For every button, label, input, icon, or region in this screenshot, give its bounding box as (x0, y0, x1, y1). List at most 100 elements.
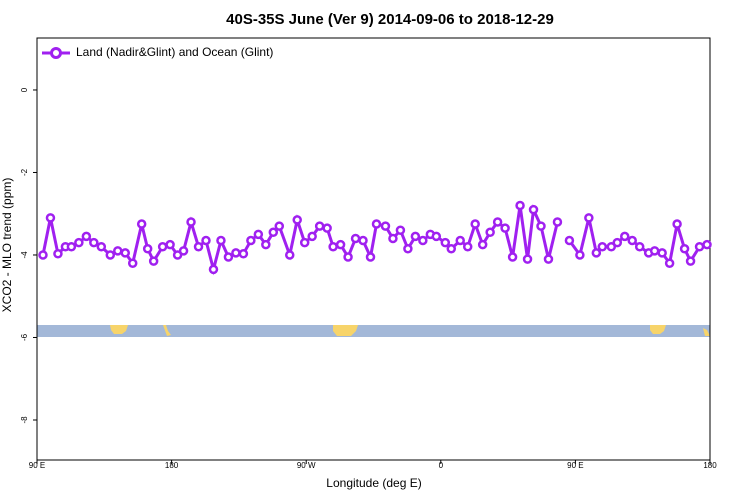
data-point (664, 258, 675, 268)
data-point (575, 250, 585, 260)
data-point (208, 264, 219, 275)
data-point (268, 227, 279, 238)
data-point (446, 244, 457, 254)
data-point (403, 244, 413, 254)
data-point (462, 241, 473, 252)
data-point (702, 239, 712, 250)
data-point (284, 250, 295, 260)
legend: Land (Nadir&Glint) and Ocean (Glint) (42, 45, 273, 59)
data-point (328, 241, 338, 252)
data-point (223, 252, 234, 262)
y-tick-label: -8 (20, 416, 29, 424)
data-point (358, 235, 368, 246)
x-axis-label: Longitude (deg E) (326, 476, 421, 490)
data-point (492, 217, 503, 227)
plot-frame (36, 37, 711, 461)
data-point (455, 235, 465, 246)
data-point (528, 204, 539, 215)
data-point (343, 252, 353, 262)
data-point (522, 254, 533, 264)
x-tick-label: 180 (165, 461, 179, 470)
data-point (274, 221, 285, 231)
data-point (74, 237, 84, 248)
data-point (231, 248, 241, 258)
data-point (485, 227, 495, 238)
y-axis-label: XCO2 - MLO trend (ppm) (0, 178, 14, 313)
data-point (515, 200, 525, 211)
data-point (299, 237, 310, 248)
data-point (431, 231, 442, 242)
data-point (89, 237, 99, 248)
data-point (292, 215, 302, 225)
data-point (157, 241, 168, 252)
data-point (591, 248, 602, 258)
data-point (165, 239, 175, 250)
data-point (186, 217, 196, 227)
data-point (105, 250, 116, 260)
data-point (201, 235, 211, 246)
legend-marker (50, 47, 62, 59)
data-point (507, 252, 518, 262)
data-point (350, 233, 361, 244)
data-point (216, 235, 226, 246)
data-point (322, 223, 332, 233)
data-point (672, 219, 682, 229)
data-point (365, 252, 376, 262)
data-point (694, 241, 705, 252)
data-point (238, 248, 249, 259)
data-point (172, 250, 183, 260)
data-point (584, 213, 594, 223)
x-tick-label: 90 E (29, 461, 45, 470)
data-point (634, 241, 645, 252)
data-point (307, 231, 317, 242)
data-point (53, 248, 63, 259)
data-point (606, 241, 617, 252)
data-point (388, 233, 398, 244)
data-point (536, 221, 546, 231)
data-point (395, 225, 406, 235)
x-tick-label: 90 E (567, 461, 583, 470)
data-point (136, 219, 147, 229)
data-point (120, 248, 130, 258)
data-point (552, 217, 563, 227)
y-tick-label: -2 (20, 168, 29, 176)
data-point (193, 241, 204, 252)
y-tick-label: -6 (20, 333, 29, 341)
data-point (627, 235, 637, 246)
chart-title: 40S-35S June (Ver 9) 2014-09-06 to 2018-… (226, 11, 554, 28)
data-point (127, 258, 138, 268)
data-point (38, 250, 48, 260)
x-tick-label: 180 (703, 461, 717, 470)
data-point (261, 239, 271, 250)
x-tick-label: 90 W (297, 461, 316, 470)
y-tick-label: 0 (20, 87, 29, 92)
data-point (148, 256, 159, 266)
data-point (657, 248, 667, 258)
data-point (440, 237, 451, 248)
data-point (96, 241, 107, 252)
map-background (37, 325, 710, 337)
data-point (612, 237, 623, 248)
data-point (113, 246, 123, 256)
data-point (66, 241, 77, 252)
data-point (380, 221, 391, 231)
data-point (418, 235, 428, 246)
legend-label: Land (Nadir&Glint) and Ocean (Glint) (76, 45, 273, 59)
data-point (477, 239, 488, 250)
data-point (685, 256, 696, 266)
x-tick-label: 0 (439, 461, 444, 470)
data-point (500, 223, 510, 233)
data-point (142, 244, 153, 254)
data-point (246, 235, 256, 246)
data-point (620, 231, 630, 242)
data-point (335, 239, 346, 250)
data-point (470, 219, 480, 229)
data-point (253, 229, 264, 240)
y-tick-label: -4 (20, 251, 29, 259)
data-point (649, 246, 660, 256)
data-point (543, 254, 554, 264)
data-point (178, 246, 189, 256)
data-point (597, 241, 608, 252)
data-point (564, 235, 575, 246)
